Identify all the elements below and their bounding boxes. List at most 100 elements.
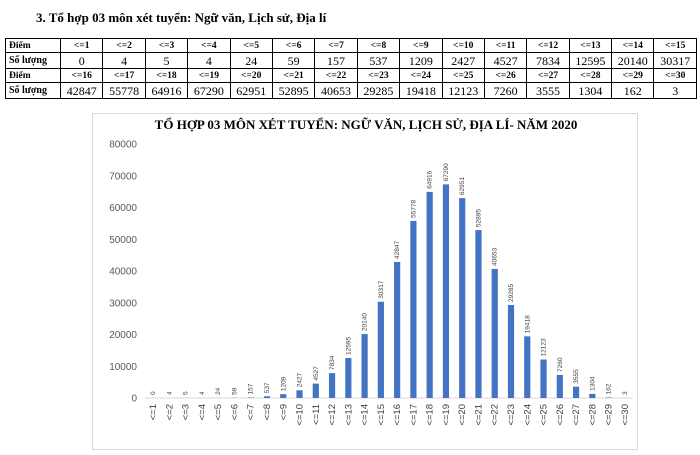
x-tick-label: <=24: [522, 404, 533, 426]
data-label: 59: [231, 387, 238, 395]
bar: [491, 268, 498, 398]
x-tick-label: <=14: [360, 404, 371, 426]
count-row: Số lượng 42847 55778 64916 67290 62951 52895 40…: [5, 82, 697, 99]
score-cell: <=21: [271, 68, 316, 83]
chart-title: TỔ HỢP 03 MÔN XÉT TUYỂN: NGỮ VĂN, LỊCH S…: [155, 117, 578, 132]
x-tick-label: <=9: [278, 404, 289, 420]
x-tick-label: <=27: [571, 404, 582, 426]
bar: [361, 334, 368, 398]
data-label: 5: [183, 391, 190, 395]
score-cell: <=18: [144, 68, 189, 83]
data-label: 19418: [524, 315, 531, 333]
score-cell: <=1: [59, 38, 104, 53]
score-distribution-chart: TỔ HỢP 03 MÔN XÉT TUYỂN: NGỮ VĂN, LỊCH S…: [92, 113, 638, 450]
x-tick-label: <=30: [620, 404, 631, 426]
x-tick-label: <=26: [555, 404, 566, 426]
x-tick-label: <=16: [392, 404, 403, 426]
bar: [377, 301, 384, 398]
bar: [507, 305, 515, 398]
score-cell: <=23: [356, 68, 401, 83]
bar: [410, 220, 417, 398]
x-tick-label: <=19: [441, 404, 452, 426]
score-cell: <=11: [483, 38, 528, 53]
data-label: 42847: [394, 241, 401, 259]
count-cell: 4: [102, 52, 146, 69]
data-label: 2427: [297, 372, 304, 387]
score-cell: <=5: [229, 38, 273, 53]
data-label: 29285: [508, 284, 515, 302]
score-cell: <=19: [187, 68, 231, 83]
bar: [296, 390, 303, 398]
data-label: 162: [606, 383, 613, 394]
bar: [475, 230, 482, 398]
y-tick-label: 0: [131, 394, 137, 405]
data-label: 4527: [313, 366, 320, 381]
bar: [605, 397, 612, 398]
count-cell: 42847: [59, 82, 104, 99]
data-label: 67290: [443, 163, 450, 181]
bar: [263, 396, 271, 398]
score-cell: <=8: [356, 38, 401, 53]
score-cell: <=22: [314, 68, 358, 83]
data-label: 7834: [329, 355, 336, 370]
count-cell: 52895: [271, 82, 316, 99]
chart-svg: TỔ HỢP 03 MÔN XÉT TUYỂN: NGỮ VĂN, LỊCH S…: [109, 117, 633, 426]
count-cell: 2427: [441, 52, 485, 69]
count-cell: 1209: [399, 52, 443, 69]
count-cell: 24: [229, 52, 273, 69]
count-cell: 40653: [314, 82, 358, 99]
count-cell: 55778: [102, 82, 146, 99]
data-label: 40653: [492, 247, 499, 265]
data-label: 7260: [557, 357, 564, 372]
x-tick-label: <=2: [164, 404, 175, 420]
count-cell: 3555: [526, 82, 570, 99]
x-tick-label: <=5: [213, 404, 224, 420]
x-tick-label: <=20: [457, 404, 468, 426]
score-cell: <=20: [229, 68, 273, 83]
score-distribution-table: Điểm <=1 <=2 <=3 <=4 <=5 <=6 <=7 <=8 <=9 <=10 <=11 <…: [5, 38, 697, 99]
x-tick-label: <=3: [181, 404, 192, 420]
x-tick-label: <=6: [229, 404, 240, 420]
count-cell: 12123: [441, 82, 485, 99]
y-tick-label: 70000: [109, 171, 137, 182]
x-tick-label: <=28: [587, 404, 598, 426]
score-cell: <=12: [526, 38, 570, 53]
x-tick-label: <=1: [148, 404, 159, 420]
y-tick-label: 20000: [109, 330, 137, 341]
x-tick-label: <=13: [343, 404, 354, 426]
x-tick-label: <=15: [376, 404, 387, 426]
data-label: 157: [248, 383, 255, 394]
data-label: 4: [199, 391, 206, 395]
bar: [556, 374, 563, 398]
count-cell: 62951: [229, 82, 273, 99]
data-label: 52895: [475, 209, 482, 227]
data-label: 12595: [345, 337, 352, 355]
score-cell: <=4: [187, 38, 231, 53]
x-tick-label: <=17: [408, 404, 419, 426]
y-tick-label: 80000: [109, 140, 137, 151]
score-cell: <=9: [399, 38, 443, 53]
count-cell: 537: [356, 52, 401, 69]
count-cell: 3: [653, 82, 697, 99]
bar: [589, 393, 596, 398]
y-tick-label: 40000: [109, 267, 137, 278]
score-cell: <=26: [483, 68, 528, 83]
x-tick-label: <=7: [246, 404, 257, 420]
score-row-label: Điểm: [5, 68, 61, 83]
x-tick-label: <=25: [539, 404, 550, 426]
score-cell: <=29: [611, 68, 655, 83]
data-label: 30317: [378, 280, 385, 298]
count-cell: 157: [314, 52, 358, 69]
count-cell: 4527: [483, 52, 528, 69]
x-tick-label: <=21: [473, 404, 484, 426]
score-cell: <=16: [59, 68, 104, 83]
x-tick-label: <=12: [327, 404, 338, 426]
count-cell: 12595: [568, 52, 613, 69]
score-header-row: Điểm <=16 <=17 <=18 <=19 <=20 <=21 <=22 <=23 <=24…: [5, 68, 697, 83]
data-label: 12123: [541, 338, 548, 356]
score-cell: <=30: [653, 68, 697, 83]
data-label: 1209: [280, 376, 287, 391]
count-cell: 5: [144, 52, 189, 69]
count-cell: 19418: [399, 82, 443, 99]
data-label: 3555: [573, 369, 580, 384]
